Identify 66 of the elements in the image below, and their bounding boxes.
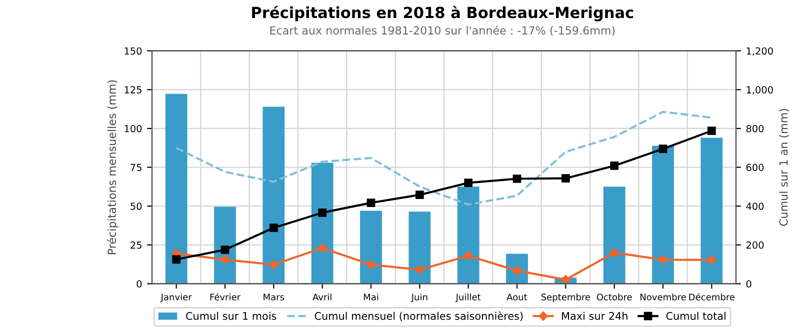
point [269, 260, 278, 270]
x-tick-label: Mars [264, 294, 284, 300]
y-tick-label: 150 [124, 47, 142, 55]
point [416, 190, 424, 200]
y2-tick-label: 1,200 [746, 47, 773, 56]
x-tick-label: Juin [410, 293, 428, 302]
bar [360, 210, 382, 284]
legend-label: Cumul total [666, 312, 726, 320]
chart-title: Précipitations en 2018 à Bordeaux-Merignac [252, 6, 634, 22]
x-tick-label: Décembre [689, 293, 734, 300]
point [658, 144, 668, 154]
y-tick-label: 75 [130, 164, 142, 172]
x-tick-label: Février [210, 293, 241, 300]
point [464, 178, 472, 187]
y-tick-label: 125 [124, 86, 142, 94]
point [366, 260, 376, 270]
x-tick-label: Octobre [596, 293, 632, 300]
y2-axis-title: Cumul sur 1 an (mm) [779, 108, 790, 226]
point [318, 243, 327, 253]
bar [457, 186, 480, 284]
point [708, 126, 716, 135]
bar [603, 186, 626, 284]
x-tick-label: Janvier [160, 293, 192, 302]
x-tick-label: Novembre [640, 293, 686, 300]
point [366, 198, 376, 207]
y-tick-label: 50 [130, 202, 142, 210]
legend-label: Cumul sur 1 mois [186, 312, 276, 320]
y2-tick-label: 1,000 [746, 86, 773, 94]
bar [311, 162, 334, 284]
y-tick-label: 0 [136, 280, 142, 288]
x-tick-label: Aout [506, 294, 528, 300]
point [610, 162, 618, 170]
bar [262, 106, 285, 284]
x-tick-label: Juillet [455, 293, 481, 302]
bar [700, 138, 723, 284]
point [220, 246, 230, 254]
line-series [175, 110, 713, 206]
legend-label: Cumul mensuel (normales saisonnières) [314, 311, 523, 322]
legend-label: Maxi sur 24h [562, 312, 628, 320]
point [561, 275, 570, 284]
chart-subtitle: Ecart aux normales 1981-2010 sur l'année : -17% (-159.6mm) [270, 26, 615, 36]
point [658, 255, 668, 264]
y-tick-label: 100 [124, 124, 142, 132]
point [707, 255, 716, 265]
y-tick-label: 25 [130, 241, 142, 249]
point [220, 255, 230, 264]
point [318, 208, 326, 217]
x-tick-label: Avril [312, 293, 332, 300]
bar [652, 146, 674, 284]
point [610, 248, 619, 258]
point [464, 251, 473, 260]
y2-tick-label: 200 [746, 241, 764, 249]
point [270, 224, 278, 232]
bar [408, 212, 431, 284]
y2-tick-label: 0 [746, 280, 752, 288]
x-tick-label: Septembre [541, 293, 590, 302]
y2-tick-label: 600 [746, 164, 764, 172]
point [415, 265, 424, 274]
point [172, 255, 180, 264]
point [562, 174, 570, 183]
bar [165, 94, 188, 284]
y-axis-title: Précipitations mensuelles (mm) [106, 80, 118, 254]
y2-tick-label: 400 [746, 202, 764, 210]
point [512, 174, 522, 183]
x-tick-label: Mai [364, 293, 378, 300]
y2-tick-label: 800 [746, 124, 764, 132]
